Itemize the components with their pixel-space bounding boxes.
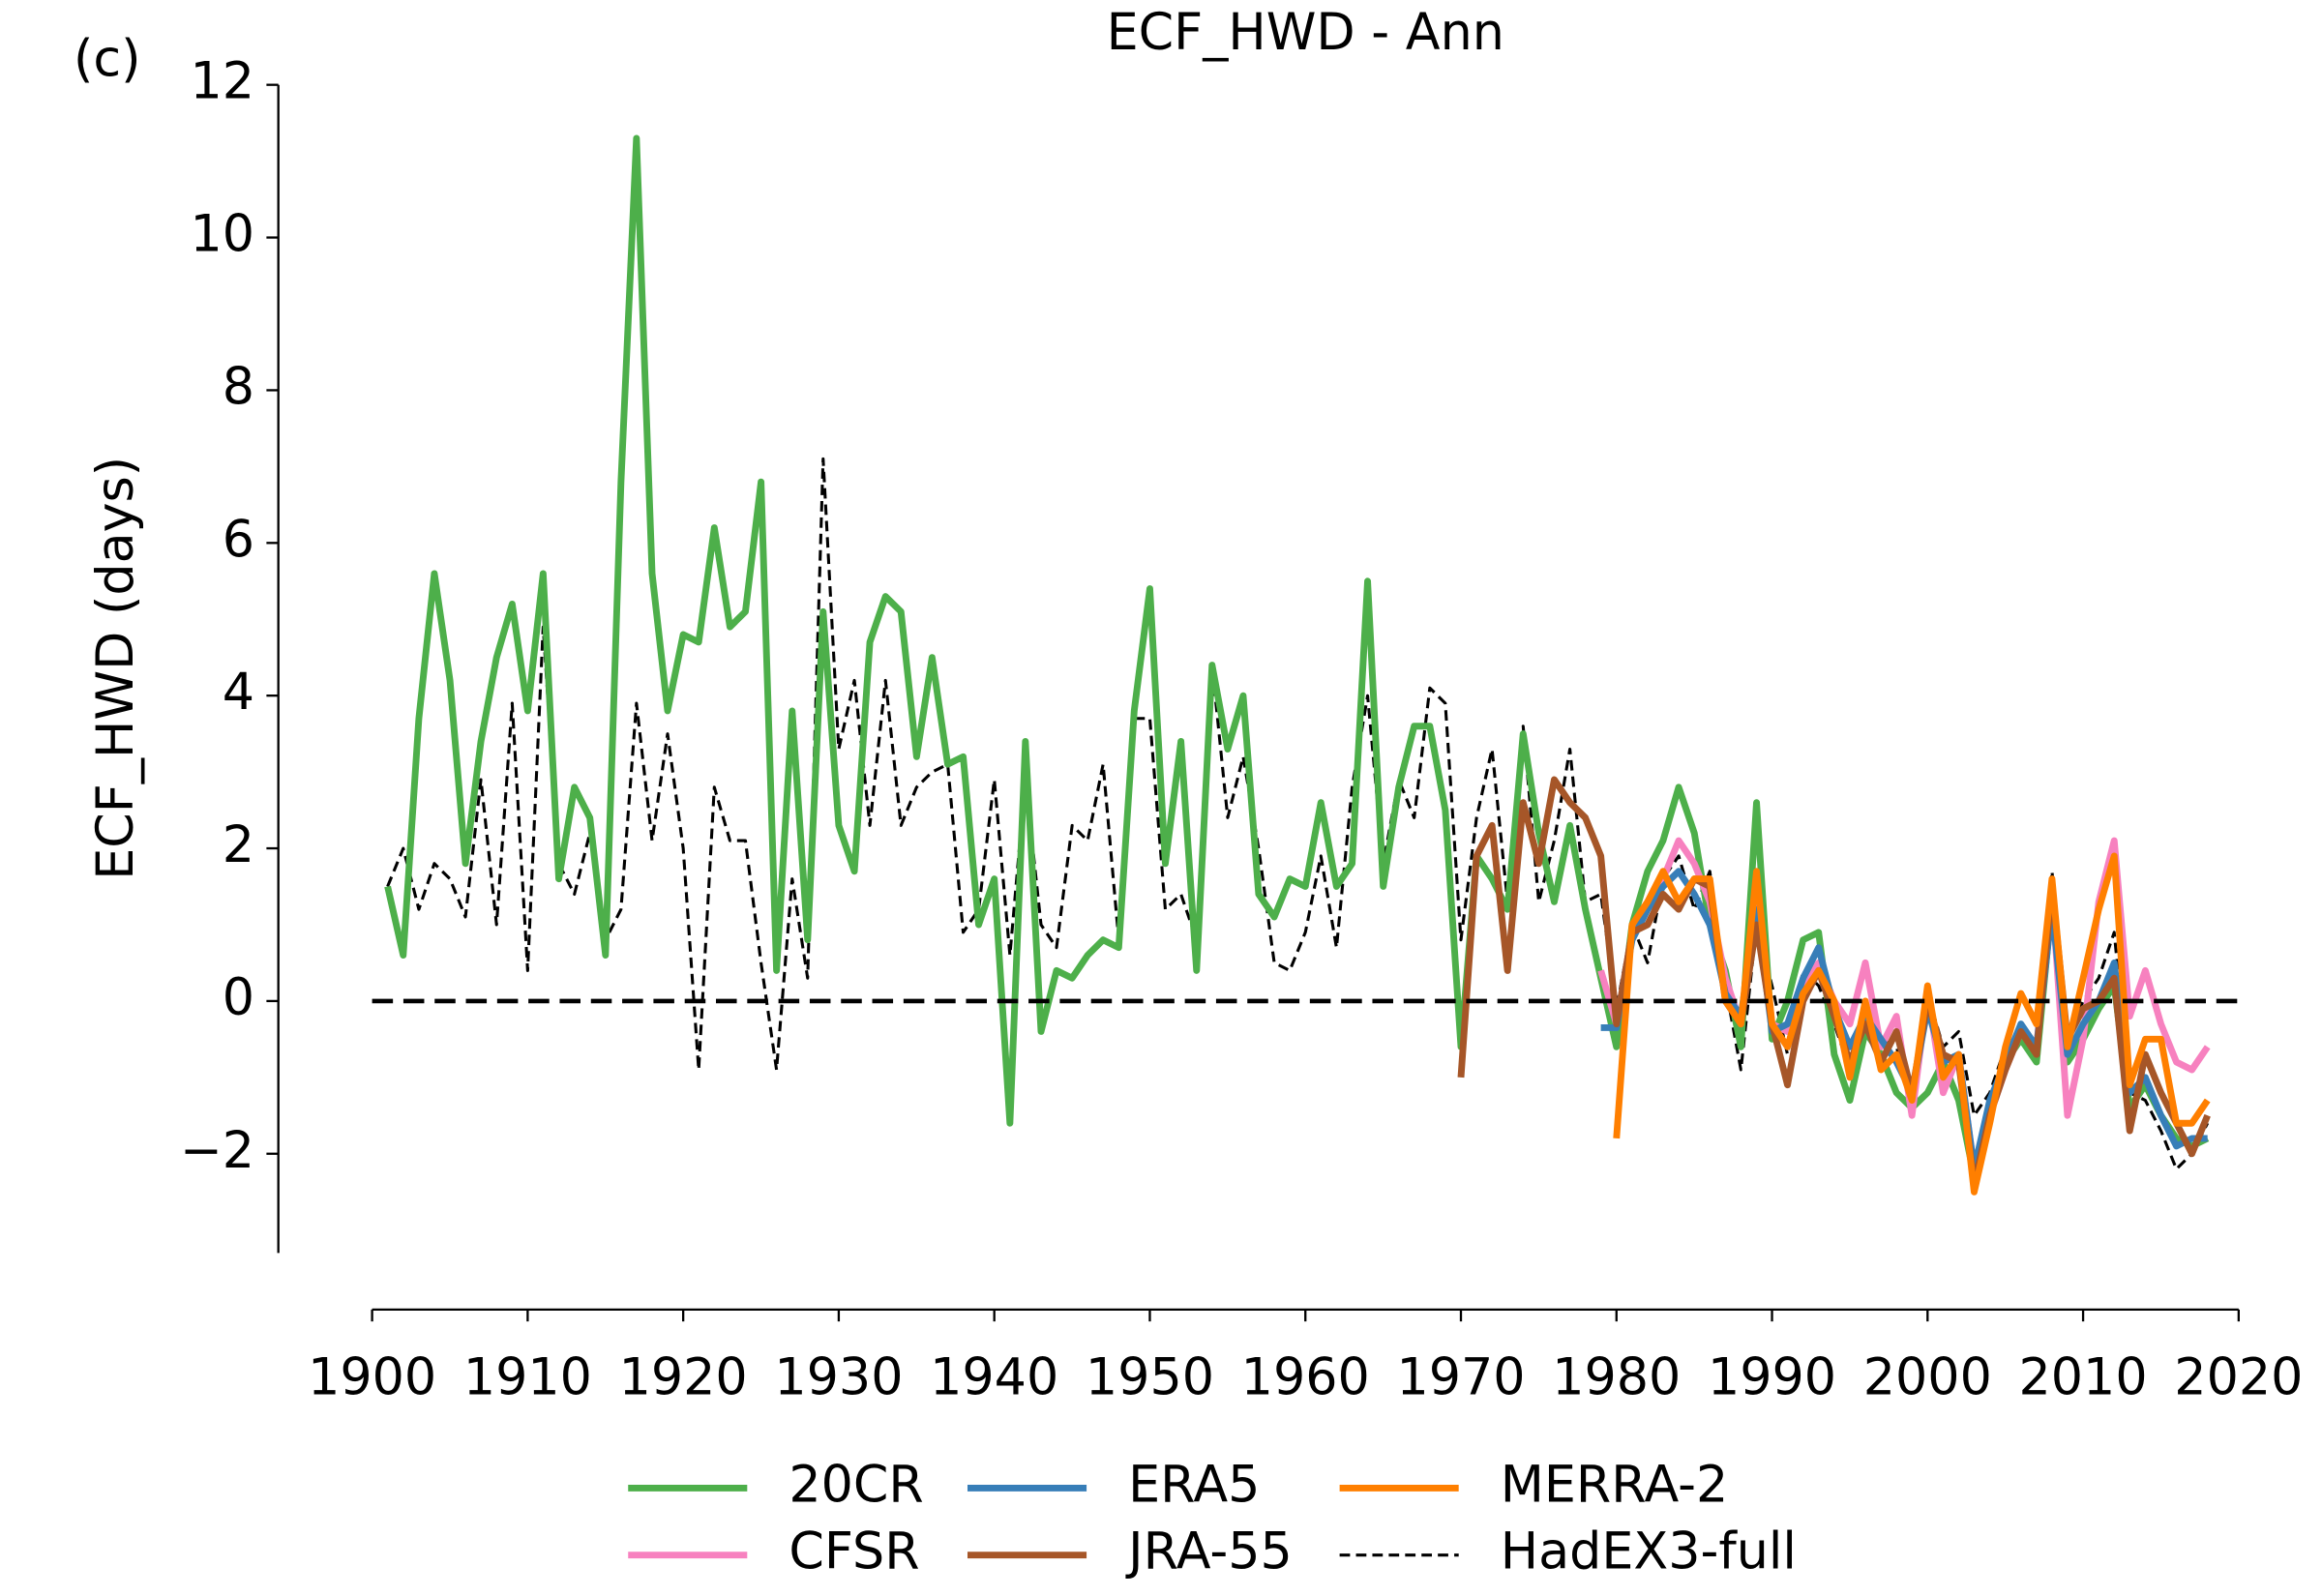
legend-label: HadEX3-full xyxy=(1501,1522,1797,1581)
y-tick-label: 8 xyxy=(223,357,254,416)
legend-label: CFSR xyxy=(789,1522,919,1581)
x-tick-label: 1960 xyxy=(1241,1348,1370,1407)
x-tick-label: 2020 xyxy=(2174,1348,2303,1407)
x-tick-label: 1980 xyxy=(1552,1348,1681,1407)
y-tick-label: 2 xyxy=(223,815,254,874)
x-tick-label: 2010 xyxy=(2019,1348,2148,1407)
y-tick-label: 4 xyxy=(223,663,254,722)
x-tick-label: 1920 xyxy=(619,1348,748,1407)
y-tick-label: −2 xyxy=(180,1121,254,1180)
legend-label: MERRA-2 xyxy=(1501,1455,1728,1514)
y-tick-label: 10 xyxy=(191,205,255,264)
y-tick-label: 6 xyxy=(223,510,254,569)
x-tick-label: 2000 xyxy=(1863,1348,1992,1407)
y-axis-label: ECF_HWD (days) xyxy=(86,457,145,880)
legend-label: JRA-55 xyxy=(1125,1522,1293,1581)
x-tick-label: 1900 xyxy=(308,1348,436,1407)
x-tick-label: 1950 xyxy=(1086,1348,1214,1407)
chart-title: ECF_HWD - Ann xyxy=(1107,3,1504,62)
x-tick-label: 1930 xyxy=(774,1348,903,1407)
series-line xyxy=(386,457,2210,1171)
x-tick-label: 1970 xyxy=(1396,1348,1525,1407)
series-line xyxy=(384,134,2210,1180)
legend-label: ERA5 xyxy=(1128,1455,1260,1514)
y-tick-label: 0 xyxy=(223,968,254,1027)
plot-area xyxy=(384,134,2211,1196)
x-tick-label: 1910 xyxy=(463,1348,592,1407)
series-line xyxy=(1613,852,2211,1196)
legend-label: 20CR xyxy=(789,1455,923,1514)
x-tick-label: 1990 xyxy=(1708,1348,1836,1407)
x-tick-label: 1940 xyxy=(930,1348,1058,1407)
panel-label: (c) xyxy=(74,30,141,89)
y-tick-label: 12 xyxy=(191,52,255,111)
